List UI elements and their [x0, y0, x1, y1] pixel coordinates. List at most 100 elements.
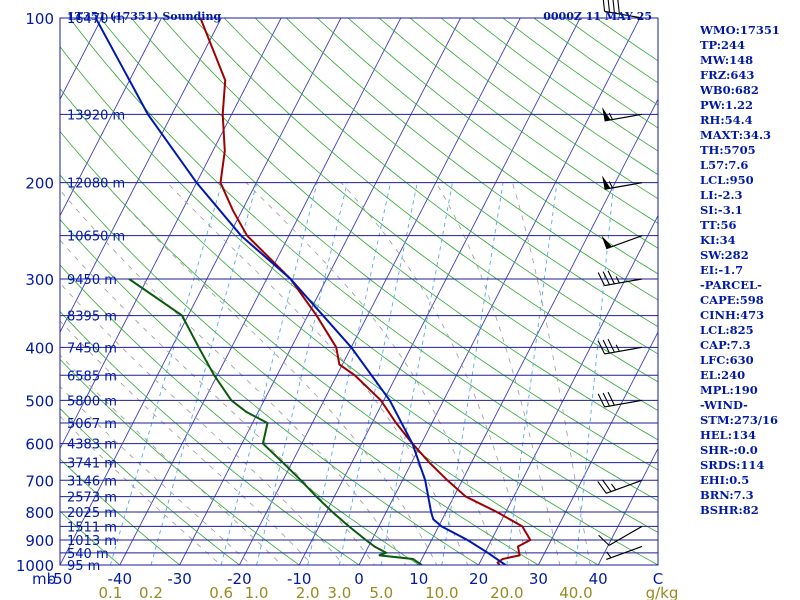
height-label: 16470 m	[67, 12, 125, 27]
index-line: FRZ:643	[700, 68, 755, 82]
dry-adiabat-line	[60, 407, 241, 565]
mixing-ratio-label: 10.0	[425, 584, 458, 600]
wind-barbs	[597, 0, 643, 561]
dry-adiabat-line	[60, 510, 121, 565]
moist-adiabat-line	[60, 189, 407, 565]
wind-barb-flag	[602, 271, 610, 285]
wind-barb-half-flag	[615, 344, 620, 352]
mixing-ratio-line	[220, 182, 318, 565]
index-line: RH:54.4	[700, 113, 753, 127]
wind-barb-staff	[604, 346, 643, 355]
height-label: 5067 m	[67, 417, 117, 432]
wind-barb	[597, 479, 643, 494]
mixing-ratio-line	[441, 182, 504, 565]
wind-barb-pennant	[602, 175, 611, 190]
pressure-tick-label: 300	[25, 271, 54, 289]
dry-adiabat-line	[162, 18, 658, 412]
height-label: 2025 m	[67, 506, 117, 521]
wind-barb-staff	[606, 235, 643, 250]
index-line: TT:56	[700, 218, 737, 232]
mixing-ratio-label: 3.0	[327, 584, 351, 600]
index-line: BSHR:82	[700, 503, 759, 517]
index-line: EHI:0.5	[700, 473, 750, 487]
pressure-tick-label: 500	[25, 392, 54, 410]
moist-adiabat-line	[512, 182, 591, 565]
isotherm-line	[60, 18, 162, 217]
dry-adiabat-line	[285, 18, 658, 301]
wind-barb	[597, 338, 643, 355]
pressure-tick-label: 200	[25, 175, 54, 193]
wind-barb-pennant	[602, 107, 611, 121]
index-line: WB0:682	[700, 83, 759, 97]
height-label: 7450 m	[67, 341, 117, 356]
wind-barb-flag	[607, 0, 611, 13]
index-line: LFC:630	[700, 353, 754, 367]
wind-barb-half-flag	[608, 112, 613, 120]
moist-adiabat-line	[60, 320, 314, 565]
height-label: 8395 m	[67, 310, 117, 325]
dry-adiabat-line	[60, 46, 658, 533]
mixing-ratio-label: 0.6	[209, 584, 233, 600]
wind-barb-flag	[597, 272, 606, 286]
pressure-tick-label: 600	[25, 436, 54, 454]
dry-adiabat-line	[316, 18, 658, 275]
isotherm-line	[358, 18, 641, 565]
moist-adiabat-line	[166, 182, 469, 565]
index-line: LI:-2.3	[700, 188, 743, 202]
wind-barb-flag	[607, 338, 615, 353]
isotherm-line	[478, 214, 658, 565]
dry-adiabat-line	[60, 358, 300, 565]
height-label: 95 m	[67, 559, 100, 574]
height-label: 10650 m	[67, 230, 125, 245]
dry-adiabat-line	[60, 458, 181, 565]
wind-barb-staff	[606, 545, 643, 561]
profile-layer	[94, 18, 532, 565]
wind-barb-staff	[604, 399, 643, 408]
wind-barb-staff	[604, 10, 643, 19]
index-line: L57:7.6	[700, 158, 749, 172]
height-label: 13920 m	[67, 108, 125, 123]
wind-barb	[597, 391, 643, 408]
index-line: TH:5705	[700, 143, 756, 157]
temperature-tick-label: -10	[287, 570, 312, 588]
index-line: SW:282	[700, 248, 749, 262]
wind-barb-flag	[597, 393, 606, 408]
temperature-tick-label: -50	[48, 570, 73, 588]
isotherm-line	[179, 18, 461, 565]
parcel-profile-line	[94, 18, 507, 565]
moist-adiabat-line	[435, 182, 561, 565]
dry-adiabat-line	[193, 18, 658, 383]
wind-barb	[602, 0, 643, 19]
index-line: LCL:825	[700, 323, 754, 337]
dry-adiabat-line	[130, 18, 658, 441]
height-label: 9450 m	[67, 273, 117, 288]
dry-adiabat-line	[69, 18, 658, 502]
temperature-tick-label: 30	[529, 570, 548, 588]
index-line: HEL:134	[700, 428, 756, 442]
isotherm-line	[60, 18, 222, 334]
temperature-profile-line	[199, 18, 532, 565]
height-label: 3741 m	[67, 457, 117, 472]
temperature-tick-label: 0	[354, 570, 364, 588]
index-line: BRN:7.3	[700, 488, 754, 502]
index-line: MAXT:34.3	[700, 128, 771, 142]
temperature-tick-label: -40	[108, 570, 133, 588]
pressure-tick-label: 800	[25, 504, 54, 522]
mixing-ratio-line	[109, 182, 223, 565]
wind-barb-staff	[604, 278, 643, 287]
dry-adiabat-line	[60, 88, 658, 565]
height-label: 12080 m	[67, 177, 125, 192]
wind-barb-half-flag	[608, 181, 613, 189]
index-line: EI:-1.7	[700, 263, 744, 277]
pressure-tick-label: 400	[25, 339, 54, 357]
index-line: PW:1.22	[700, 98, 754, 112]
wind-barb-staff	[608, 525, 643, 546]
wind-barb-pennant	[601, 235, 612, 249]
wind-barb-half-flag	[615, 276, 620, 284]
isotherm-line	[60, 18, 342, 565]
temperature-tick-label: C	[653, 570, 663, 588]
chart-time: 0000Z 11 MAY 25	[543, 10, 652, 23]
pressure-tick-label: 100	[25, 10, 54, 28]
grid-layer	[60, 18, 658, 565]
